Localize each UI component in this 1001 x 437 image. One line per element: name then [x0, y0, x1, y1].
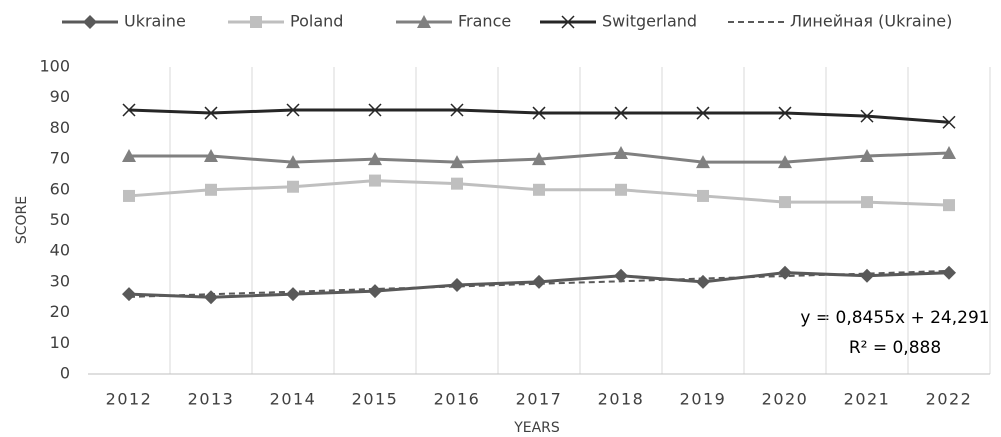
y-tick-label: 90 — [50, 87, 70, 106]
data-point — [779, 196, 791, 209]
data-point — [614, 145, 628, 159]
legend-marker — [417, 15, 431, 28]
data-point — [205, 183, 217, 196]
data-point — [451, 177, 463, 190]
data-point — [368, 152, 382, 166]
x-tick-label: 2015 — [352, 390, 399, 409]
data-point — [696, 274, 710, 289]
x-tick-label: 2022 — [926, 390, 973, 409]
data-point — [778, 106, 792, 120]
y-tick-label: 100 — [39, 57, 70, 76]
x-tick-label: 2021 — [844, 390, 891, 409]
data-point — [778, 155, 792, 169]
data-point — [450, 277, 464, 292]
y-tick-label: 60 — [50, 179, 70, 198]
data-point — [532, 106, 546, 120]
data-point — [286, 103, 300, 117]
data-point — [778, 265, 792, 280]
data-point — [204, 290, 218, 305]
data-point — [204, 106, 218, 120]
data-point — [450, 155, 464, 169]
data-point — [696, 106, 710, 120]
data-point — [860, 149, 874, 163]
data-point — [943, 199, 955, 212]
data-point — [860, 268, 874, 283]
data-point — [860, 109, 874, 123]
legend-label: Ukraine — [124, 12, 186, 31]
y-tick-label: 30 — [50, 271, 70, 290]
data-point — [287, 180, 299, 193]
data-point — [122, 287, 136, 302]
legend-marker — [250, 16, 262, 28]
x-tick-label: 2013 — [188, 390, 235, 409]
legend-label: Poland — [290, 12, 343, 31]
x-tick-label: 2012 — [106, 390, 153, 409]
y-tick-label: 20 — [50, 302, 70, 321]
data-point — [204, 149, 218, 163]
data-point — [942, 115, 956, 129]
data-point — [614, 268, 628, 283]
legend-marker — [561, 15, 575, 29]
data-point — [450, 103, 464, 117]
legend-label: Линейная (Ukraine) — [790, 12, 952, 31]
data-point — [368, 284, 382, 299]
x-tick-label: 2018 — [598, 390, 645, 409]
data-point — [123, 189, 135, 202]
data-point — [615, 183, 627, 196]
data-point — [533, 183, 545, 196]
trend-r2: R² = 0,888 — [849, 338, 941, 358]
x-tick-label: 2016 — [434, 390, 481, 409]
x-tick-label: 2014 — [270, 390, 317, 409]
y-tick-label: 80 — [50, 118, 70, 137]
data-point — [532, 274, 546, 289]
y-tick-label: 10 — [50, 333, 70, 352]
y-tick-label: 70 — [50, 149, 70, 168]
legend-label: France — [458, 12, 511, 31]
data-point — [368, 103, 382, 117]
data-point — [614, 106, 628, 120]
y-tick-label: 0 — [60, 364, 70, 383]
y-axis-label: SCORE — [14, 196, 30, 244]
y-tick-label: 40 — [50, 241, 70, 260]
data-point — [122, 149, 136, 163]
y-tick-label: 50 — [50, 210, 70, 229]
x-tick-label: 2019 — [680, 390, 727, 409]
data-point — [697, 189, 709, 202]
legend-marker — [83, 15, 97, 29]
x-tick-label: 2017 — [516, 390, 563, 409]
data-point — [286, 287, 300, 302]
data-point — [861, 196, 873, 209]
data-point — [286, 155, 300, 169]
data-point — [532, 152, 546, 166]
legend-label: Switgerland — [602, 12, 697, 31]
trend-equation: y = 0,8455x + 24,291 — [800, 308, 989, 328]
x-axis-label: YEARS — [513, 420, 560, 436]
data-point — [942, 265, 956, 280]
data-point — [369, 174, 381, 187]
data-point — [122, 103, 136, 117]
x-tick-label: 2020 — [762, 390, 809, 409]
series-line — [128, 269, 950, 298]
data-point — [696, 155, 710, 169]
data-point — [942, 145, 956, 159]
